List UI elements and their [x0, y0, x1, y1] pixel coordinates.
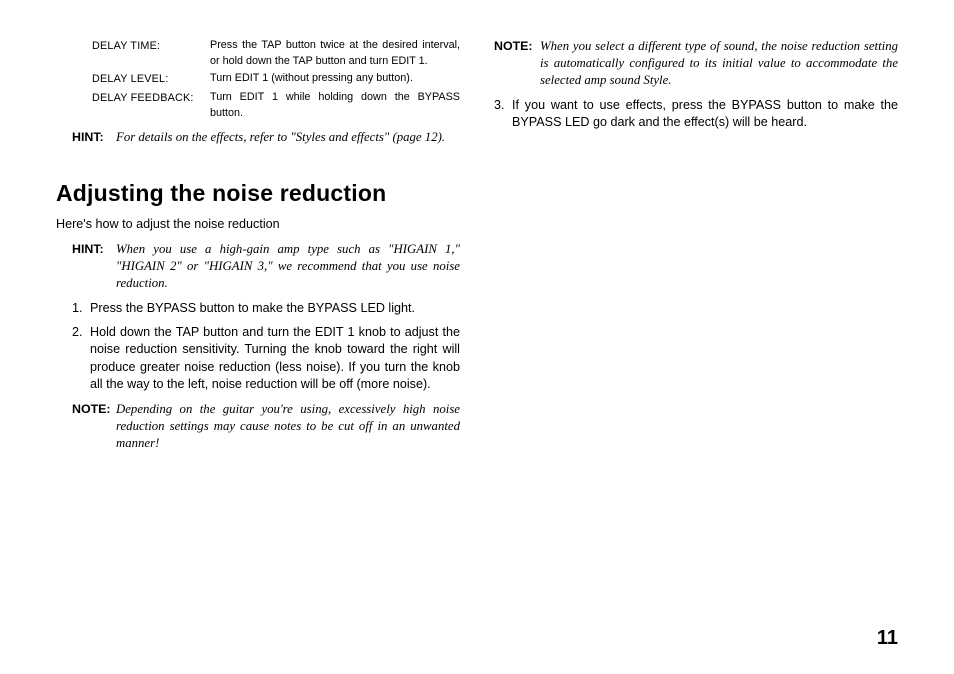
callout-label: NOTE:: [72, 401, 116, 452]
step-body: If you want to use effects, press the BY…: [512, 97, 898, 132]
page-number: 11: [877, 627, 898, 650]
def-label: DELAY TIME:: [56, 38, 210, 69]
step-body: Hold down the TAP button and turn the ED…: [90, 324, 460, 394]
def-row: DELAY TIME: Press the TAP button twice a…: [56, 38, 460, 69]
hint-callout: HINT: When you use a high-gain amp type …: [56, 241, 460, 292]
step-item: 1. Press the BYPASS button to make the B…: [72, 300, 460, 317]
step-body: Press the BYPASS button to make the BYPA…: [90, 300, 460, 317]
callout-body: Depending on the guitar you're using, ex…: [116, 401, 460, 452]
callout-label: NOTE:: [494, 38, 540, 89]
callout-label: HINT:: [72, 241, 116, 292]
callout-body: When you use a high-gain amp type such a…: [116, 241, 460, 292]
def-value: Press the TAP button twice at the desire…: [210, 38, 460, 69]
document-page: DELAY TIME: Press the TAP button twice a…: [0, 0, 954, 674]
step-list: 3. If you want to use effects, press the…: [494, 97, 898, 132]
step-number: 2.: [72, 324, 90, 394]
right-column: NOTE: When you select a different type o…: [494, 38, 898, 598]
def-row: DELAY LEVEL: Turn EDIT 1 (without pressi…: [56, 71, 460, 88]
callout-label: HINT:: [72, 129, 116, 146]
note-callout: NOTE: When you select a different type o…: [494, 38, 898, 89]
definition-list: DELAY TIME: Press the TAP button twice a…: [56, 38, 460, 121]
hint-callout: HINT: For details on the effects, refer …: [56, 129, 460, 146]
def-value: Turn EDIT 1 while holding down the BYPAS…: [210, 90, 460, 121]
lead-text: Here's how to adjust the noise reduction: [56, 216, 460, 233]
def-row: DELAY FEEDBACK: Turn EDIT 1 while holdin…: [56, 90, 460, 121]
step-item: 3. If you want to use effects, press the…: [494, 97, 898, 132]
def-label: DELAY LEVEL:: [56, 71, 210, 88]
left-column: DELAY TIME: Press the TAP button twice a…: [56, 38, 460, 598]
callout-body: For details on the effects, refer to "St…: [116, 129, 460, 146]
step-number: 1.: [72, 300, 90, 317]
section-heading: Adjusting the noise reduction: [56, 178, 460, 210]
step-item: 2. Hold down the TAP button and turn the…: [72, 324, 460, 394]
step-number: 3.: [494, 97, 512, 132]
callout-body: When you select a different type of soun…: [540, 38, 898, 89]
note-callout: NOTE: Depending on the guitar you're usi…: [56, 401, 460, 452]
def-value: Turn EDIT 1 (without pressing any button…: [210, 71, 460, 88]
two-column-layout: DELAY TIME: Press the TAP button twice a…: [56, 38, 898, 598]
def-label: DELAY FEEDBACK:: [56, 90, 210, 121]
step-list: 1. Press the BYPASS button to make the B…: [56, 300, 460, 393]
